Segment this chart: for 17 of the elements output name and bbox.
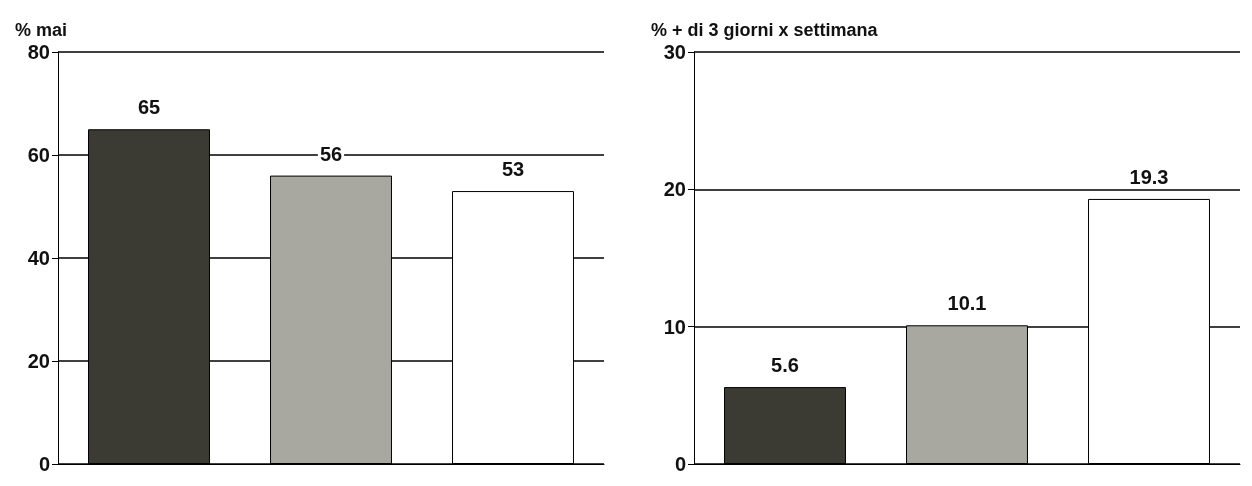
y-tick-label: 20 — [663, 178, 686, 201]
data-label: 19.3 — [1129, 165, 1169, 188]
data-label: 56 — [319, 142, 343, 165]
chart-title: % + di 3 giorni x settimana — [651, 20, 879, 40]
data-label: 53 — [501, 158, 525, 181]
y-tick-label: 60 — [27, 144, 50, 166]
y-tick-label: 40 — [27, 247, 50, 269]
y-tick-label: 0 — [38, 453, 50, 475]
y-tick-label: 30 — [663, 41, 686, 63]
y-tick-label: 10 — [663, 315, 686, 338]
data-label: 5.6 — [771, 354, 799, 377]
data-label: 10.1 — [947, 292, 987, 315]
y-tick-label: 20 — [27, 350, 50, 372]
chart-title: % mai — [15, 20, 68, 40]
data-label: 65 — [137, 96, 161, 119]
y-tick-label: 80 — [27, 41, 50, 63]
y-tick-label: 0 — [674, 453, 686, 475]
